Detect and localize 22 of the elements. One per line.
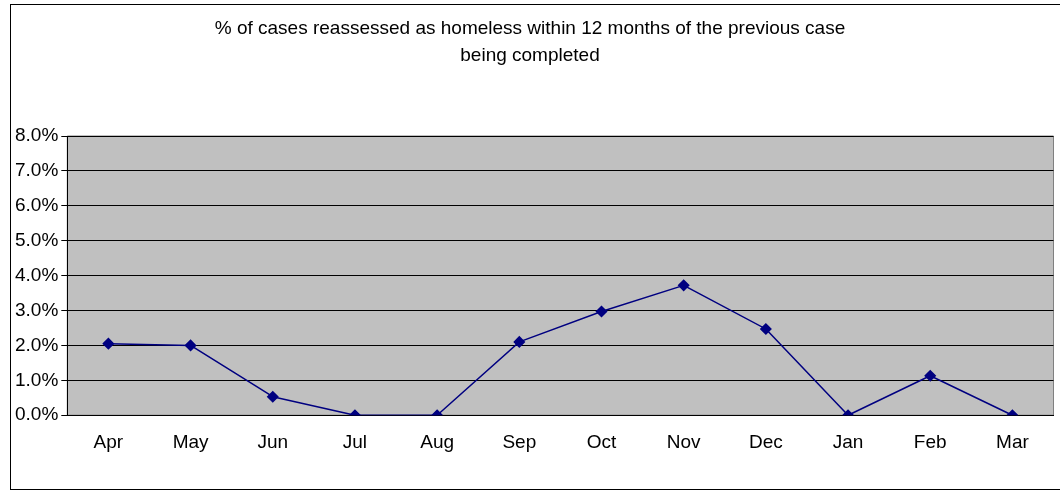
x-tick-label: Aug — [420, 430, 455, 452]
y-tick-label: 7.0% — [14, 159, 59, 181]
x-tick-label: Mar — [996, 430, 1030, 452]
x-tick-label: Sep — [502, 430, 537, 452]
x-tick-label: Apr — [93, 430, 124, 452]
y-tick-label: 3.0% — [14, 298, 59, 320]
x-tick-label: Feb — [913, 430, 947, 452]
y-tick-label: 0.0% — [14, 403, 59, 425]
x-tick-label: May — [172, 430, 210, 452]
x-tick-label: Jan — [832, 430, 864, 452]
y-tick-label: 4.0% — [14, 263, 59, 285]
y-tick-label: 1.0% — [14, 368, 59, 390]
x-tick-label: Jul — [342, 430, 368, 452]
x-tick-label: Oct — [586, 430, 617, 452]
x-tick-label: Jun — [257, 430, 289, 452]
chart-title: % of cases reassessed as homeless within 12 months of the previous case being completed — [213, 16, 847, 67]
y-tick-label: 6.0% — [14, 194, 59, 216]
y-tick-label: 5.0% — [14, 228, 59, 250]
x-tick-label: Dec — [748, 430, 783, 452]
x-tick-label: Nov — [666, 430, 702, 452]
y-tick-label: 2.0% — [14, 333, 59, 355]
y-tick-label: 8.0% — [14, 124, 59, 146]
